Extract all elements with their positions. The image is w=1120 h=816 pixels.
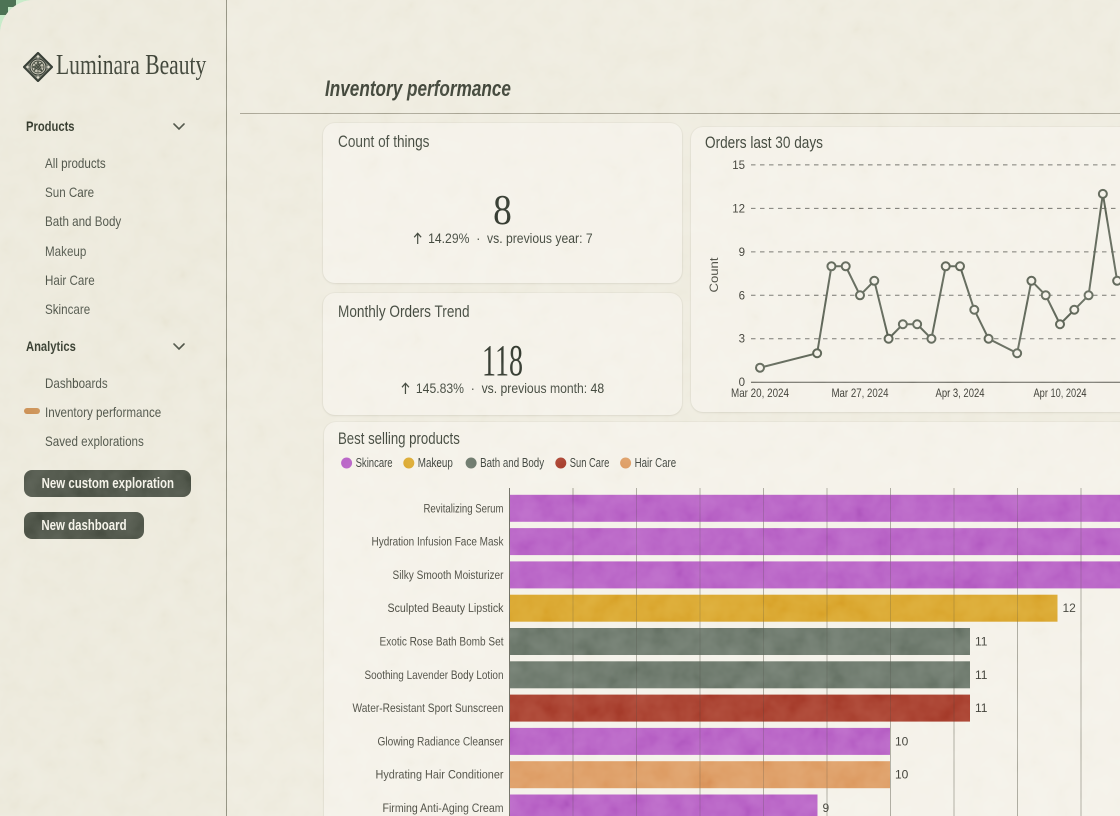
svg-text:Skincare: Skincare [356, 456, 393, 470]
svg-text:Soothing Lavender Body Lotion: Soothing Lavender Body Lotion [365, 668, 504, 682]
svg-text:15: 15 [732, 160, 745, 172]
svg-text:11: 11 [975, 701, 988, 715]
svg-text:Mar 27, 2024: Mar 27, 2024 [832, 386, 889, 400]
svg-text:9: 9 [823, 801, 830, 815]
svg-text:Apr 3, 2024: Apr 3, 2024 [936, 386, 985, 400]
svg-text:Mar 20, 2024: Mar 20, 2024 [731, 386, 789, 400]
svg-text:Count: Count [707, 257, 721, 293]
svg-text:3: 3 [739, 334, 745, 346]
svg-text:10: 10 [895, 734, 909, 748]
svg-text:10: 10 [895, 768, 909, 782]
svg-text:Makeup: Makeup [418, 456, 453, 470]
svg-text:Exotic Rose Bath Bomb Set: Exotic Rose Bath Bomb Set [380, 635, 504, 649]
svg-text:Apr 10, 2024: Apr 10, 2024 [1034, 386, 1087, 400]
svg-text:9: 9 [739, 247, 745, 259]
svg-text:Revitalizing Serum: Revitalizing Serum [424, 501, 504, 515]
svg-text:Sun Care: Sun Care [570, 456, 610, 470]
svg-text:11: 11 [975, 668, 988, 682]
svg-text:Hair Care: Hair Care [635, 456, 677, 470]
svg-text:Hydration Infusion Face Mask: Hydration Infusion Face Mask [372, 535, 505, 549]
svg-text:Sculpted Beauty Lipstick: Sculpted Beauty Lipstick [388, 601, 505, 615]
svg-text:Firming Anti-Aging Cream: Firming Anti-Aging Cream [383, 801, 504, 815]
svg-text:Silky Smooth Moisturizer: Silky Smooth Moisturizer [393, 568, 504, 582]
svg-text:12: 12 [1063, 601, 1077, 615]
svg-text:Hydrating Hair Conditioner: Hydrating Hair Conditioner [376, 768, 504, 782]
svg-text:11: 11 [975, 635, 988, 649]
svg-text:Glowing Radiance Cleanser: Glowing Radiance Cleanser [378, 734, 504, 748]
svg-text:Water-Resistant Sport Sunscree: Water-Resistant Sport Sunscreen [353, 701, 504, 715]
svg-text:6: 6 [739, 290, 745, 302]
svg-text:Bath and Body: Bath and Body [480, 456, 545, 470]
svg-text:12: 12 [732, 203, 745, 215]
